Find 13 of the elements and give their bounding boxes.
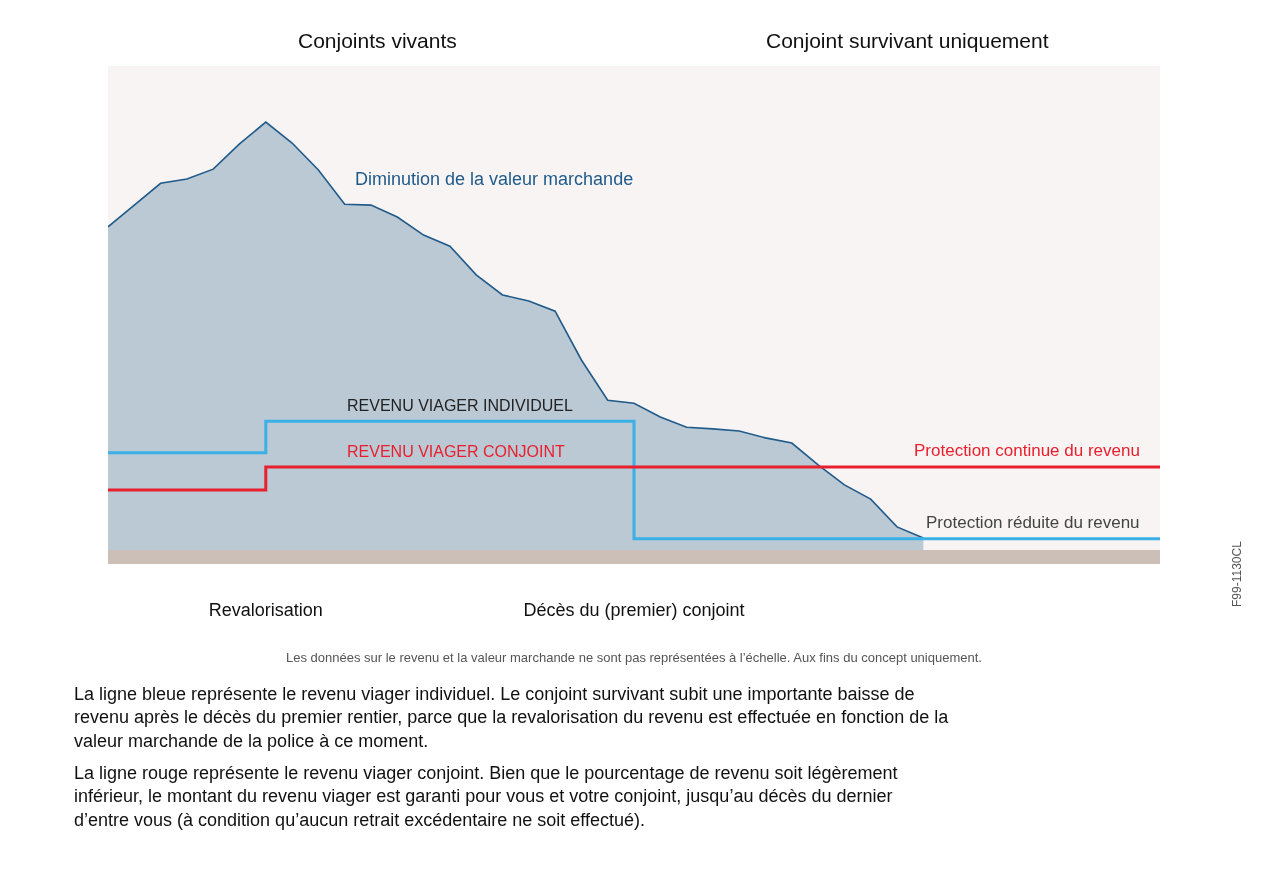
x-tick-label: Décès du (premier) conjoint [523,599,745,620]
text: Conjoints vivants [298,29,457,52]
text: Conjoint survivant uniquement [766,29,1049,52]
text: F99-1130CL [1229,540,1244,607]
series-label: REVENU VIAGER INDIVIDUEL [347,397,573,414]
text: Les données sur le revenu et la valeur marchande ne sont pas représentées à l’échelle. Aux fins du concept uniquement. [286,650,982,665]
series-label: REVENU VIAGER CONJOINT [347,443,566,460]
annotation: Protection continue du revenu [914,441,1140,460]
x-tick-label: Revalorisation [208,599,323,620]
series-label: Diminution de la valeur marchande [355,169,634,189]
text: La ligne bleue représente le revenu viager individuel. Le conjoint survivant subit une importante baisse de revenu après le décès du premier rentier, parce que la revalorisation du revenu est effectuée en fonction de la valeur marchande de la police à ce moment. [74,684,950,751]
text: La ligne rouge représente le revenu viager conjoint. Bien que le pourcentage de revenu soit légèrement inférieur, le montant du revenu viager est garanti pour vous et votre conjoint, jusqu’au décès du dernier d’entre vous (à condition qu’aucun retrait excédentaire ne soit effectué). [74,763,898,830]
annotation: Protection réduite du revenu [926,513,1140,532]
